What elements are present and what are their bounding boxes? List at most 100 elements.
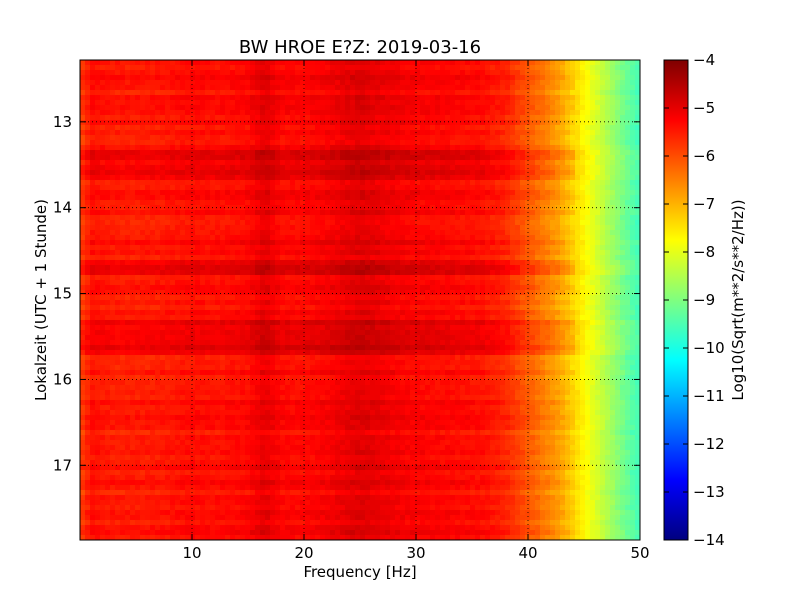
heatmap-cell	[365, 175, 371, 181]
heatmap-cell	[470, 275, 476, 281]
heatmap-cell	[240, 140, 246, 146]
heatmap-cell	[150, 190, 156, 196]
heatmap-cell	[400, 75, 406, 81]
heatmap-cell	[435, 220, 441, 226]
heatmap-cell	[235, 275, 241, 281]
heatmap-cell	[155, 140, 161, 146]
heatmap-cell	[305, 130, 311, 136]
heatmap-cell	[465, 245, 471, 251]
heatmap-cell	[530, 120, 536, 126]
heatmap-cell	[265, 275, 271, 281]
heatmap-cell	[530, 170, 536, 176]
heatmap-cell	[90, 65, 96, 71]
heatmap-cell	[180, 90, 186, 96]
heatmap-cell	[575, 135, 581, 141]
heatmap-cell	[200, 80, 206, 86]
heatmap-cell	[310, 155, 316, 161]
heatmap-cell	[545, 180, 551, 186]
heatmap-cell	[435, 70, 441, 76]
heatmap-cell	[160, 250, 166, 256]
heatmap-cell	[275, 230, 281, 236]
heatmap-cell	[540, 125, 546, 131]
heatmap-cell	[630, 190, 636, 196]
heatmap-cell	[605, 255, 611, 261]
heatmap-cell	[145, 185, 151, 191]
heatmap-cell	[275, 155, 281, 161]
heatmap-cell	[245, 205, 251, 211]
heatmap-cell	[135, 65, 141, 71]
heatmap-cell	[160, 160, 166, 166]
heatmap-cell	[270, 110, 276, 116]
heatmap-cell	[290, 215, 296, 221]
heatmap-cell	[620, 85, 626, 91]
heatmap-cell	[270, 150, 276, 156]
heatmap-cell	[165, 265, 171, 271]
heatmap-cell	[200, 65, 206, 71]
heatmap-cell	[635, 115, 640, 121]
heatmap-cell	[585, 70, 591, 76]
heatmap-cell	[430, 100, 436, 106]
heatmap-cell	[555, 240, 561, 246]
heatmap-cell	[265, 115, 271, 121]
heatmap-cell	[95, 135, 101, 141]
heatmap-cell	[560, 165, 566, 171]
heatmap-cell	[100, 260, 106, 266]
heatmap-cell	[545, 100, 551, 106]
heatmap-cell	[150, 135, 156, 141]
heatmap-cell	[210, 170, 216, 176]
heatmap-cell	[190, 265, 196, 271]
heatmap-cell	[355, 250, 361, 256]
heatmap-cell	[345, 245, 351, 251]
heatmap-cell	[540, 215, 546, 221]
heatmap-cell	[545, 260, 551, 266]
heatmap-cell	[310, 275, 316, 281]
heatmap-cell	[265, 155, 271, 161]
heatmap-cell	[415, 175, 421, 181]
heatmap-cell	[215, 170, 221, 176]
heatmap-cell	[385, 90, 391, 96]
heatmap-cell	[315, 270, 321, 276]
heatmap-cell	[155, 90, 161, 96]
heatmap-cell	[530, 60, 536, 66]
heatmap-cell	[135, 140, 141, 146]
heatmap-cell	[125, 100, 131, 106]
heatmap-cell	[115, 235, 121, 241]
heatmap-cell	[550, 190, 556, 196]
heatmap-cell	[505, 130, 511, 136]
heatmap-cell	[225, 255, 231, 261]
heatmap-cell	[105, 255, 111, 261]
heatmap-cell	[220, 165, 226, 171]
heatmap-cell	[585, 250, 591, 256]
heatmap-cell	[595, 205, 601, 211]
heatmap-cell	[635, 70, 640, 76]
heatmap-cell	[575, 220, 581, 226]
heatmap-cell	[230, 210, 236, 216]
heatmap-cell	[200, 200, 206, 206]
heatmap-cell	[340, 65, 346, 71]
heatmap-cell	[395, 155, 401, 161]
heatmap-cell	[470, 70, 476, 76]
heatmap-cell	[385, 115, 391, 121]
heatmap-cell	[325, 220, 331, 226]
heatmap-cell	[320, 260, 326, 266]
heatmap-cell	[275, 185, 281, 191]
heatmap-cell	[355, 65, 361, 71]
heatmap-cell	[605, 270, 611, 276]
heatmap-cell	[140, 190, 146, 196]
heatmap-cell	[505, 190, 511, 196]
heatmap-cell	[210, 80, 216, 86]
heatmap-cell	[515, 230, 521, 236]
heatmap-cell	[605, 240, 611, 246]
heatmap-cell	[240, 210, 246, 216]
heatmap-cell	[255, 200, 261, 206]
heatmap-cell	[265, 105, 271, 111]
heatmap-cell	[110, 120, 116, 126]
heatmap-cell	[520, 180, 526, 186]
heatmap-cell	[80, 160, 86, 166]
heatmap-cell	[510, 260, 516, 266]
heatmap-cell	[625, 255, 631, 261]
heatmap-cell	[180, 235, 186, 241]
heatmap-cell	[95, 240, 101, 246]
heatmap-cell	[315, 210, 321, 216]
heatmap-cell	[470, 245, 476, 251]
